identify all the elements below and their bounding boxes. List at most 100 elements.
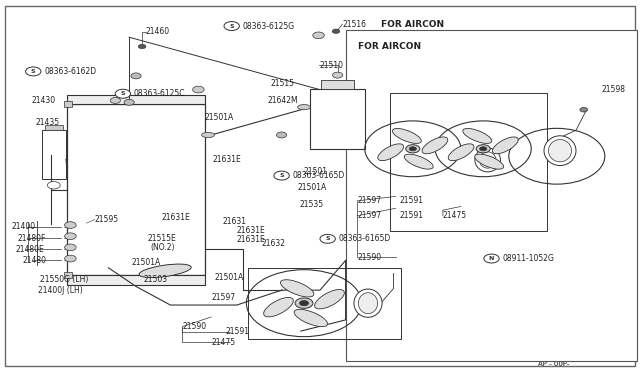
Circle shape [406,145,420,153]
Circle shape [224,22,239,31]
Bar [310,89,365,149]
Circle shape [274,171,289,180]
Text: 21535: 21535 [300,200,324,209]
Bar [45,125,63,130]
Text: S: S [279,173,284,178]
Ellipse shape [280,280,314,297]
Text: 21516: 21516 [342,20,367,29]
Ellipse shape [544,136,576,166]
Text: 21591: 21591 [225,327,249,336]
Text: S: S [325,236,330,241]
Circle shape [580,108,588,112]
Ellipse shape [298,105,310,110]
Text: 21475: 21475 [443,211,467,220]
Text: 21590: 21590 [357,253,381,262]
Text: 08363-6162D: 08363-6162D [44,67,96,76]
Ellipse shape [294,310,328,327]
Circle shape [313,32,324,39]
Text: 21503: 21503 [144,275,168,283]
Text: 21501A: 21501A [214,273,244,282]
Ellipse shape [479,152,496,168]
Text: 21598: 21598 [602,85,625,94]
Circle shape [410,147,417,151]
Text: 21480F: 21480F [18,234,46,243]
Text: 21515E: 21515E [147,234,176,243]
Circle shape [300,301,308,306]
Circle shape [65,233,76,240]
Text: (NO.2): (NO.2) [150,243,175,252]
Text: 21597: 21597 [357,211,381,220]
Ellipse shape [392,128,421,144]
Text: 08911-1052G: 08911-1052G [502,254,554,263]
Text: 21632: 21632 [261,239,285,248]
Circle shape [320,234,335,243]
Circle shape [26,67,41,76]
Ellipse shape [378,144,404,161]
Circle shape [476,145,490,153]
Text: 21631: 21631 [223,217,246,226]
Text: 21460: 21460 [146,27,170,36]
Text: 08363-6125C: 08363-6125C [134,89,185,98]
Ellipse shape [124,99,134,105]
Text: 21501A: 21501A [205,113,234,122]
Bar [346,30,637,361]
Circle shape [110,97,120,103]
Text: 21501A: 21501A [131,258,161,267]
Ellipse shape [404,154,433,169]
Text: 21631E: 21631E [162,213,191,222]
Circle shape [47,182,60,189]
Circle shape [480,147,486,151]
Ellipse shape [131,73,141,79]
Ellipse shape [202,132,214,138]
Text: S: S [229,23,234,29]
Ellipse shape [492,137,518,154]
Text: 21435: 21435 [35,118,60,127]
Text: 21597: 21597 [211,293,236,302]
Circle shape [484,254,499,263]
Text: FOR AIRCON: FOR AIRCON [381,20,444,29]
Text: 21590: 21590 [182,322,207,331]
Text: 21400J (LH): 21400J (LH) [38,286,83,295]
Ellipse shape [448,144,474,161]
Text: 21510: 21510 [320,61,344,70]
Bar [390,93,547,231]
Circle shape [193,86,204,93]
Ellipse shape [548,140,572,162]
Text: 08363-6165D: 08363-6165D [339,234,391,243]
Ellipse shape [422,137,448,154]
Text: 21631E: 21631E [212,155,241,164]
Ellipse shape [475,148,500,172]
Circle shape [295,298,313,308]
Text: 21430: 21430 [32,96,56,105]
Text: 21480E: 21480E [16,245,45,254]
Text: 21400: 21400 [12,222,36,231]
Ellipse shape [463,128,492,144]
Text: 08363-6125G: 08363-6125G [243,22,294,31]
Text: 21515: 21515 [270,79,294,88]
Ellipse shape [315,289,344,309]
Circle shape [65,255,76,262]
Text: 21642M: 21642M [268,96,298,105]
Bar [67,275,205,285]
Bar [64,101,72,107]
Ellipse shape [358,293,378,314]
Bar [67,95,205,104]
Text: 21550G (LH): 21550G (LH) [40,275,88,284]
Text: 21597: 21597 [357,196,381,205]
Circle shape [65,222,76,228]
Text: AP - 00P-: AP - 00P- [538,361,569,367]
Circle shape [138,44,146,49]
Text: FOR AIRCON: FOR AIRCON [358,42,422,51]
Text: 21595: 21595 [95,215,119,224]
Ellipse shape [264,298,293,317]
Ellipse shape [475,154,504,169]
Text: 21501: 21501 [304,167,328,176]
Bar [321,80,354,89]
Text: 08363-6165D: 08363-6165D [292,171,345,180]
Text: N: N [489,256,494,261]
Bar [42,130,66,179]
Text: 21475: 21475 [211,339,236,347]
Bar [67,104,205,275]
Text: 21591: 21591 [400,211,424,220]
Ellipse shape [139,264,191,278]
